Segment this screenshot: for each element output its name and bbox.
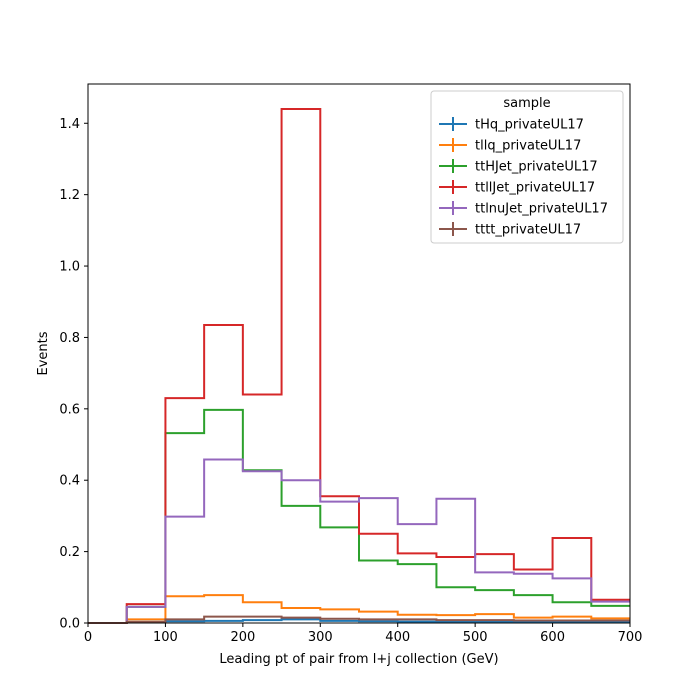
- x-tick-label: 200: [230, 630, 255, 645]
- legend-label-ttllJet_privateUL17: ttllJet_privateUL17: [475, 181, 595, 196]
- legend-label-tllq_privateUL17: tllq_privateUL17: [475, 139, 581, 154]
- y-tick-label: 1.2: [59, 188, 80, 203]
- x-tick-label: 700: [618, 630, 643, 645]
- x-tick-label: 300: [308, 630, 333, 645]
- legend-label-tHq_privateUL17: tHq_privateUL17: [475, 118, 584, 133]
- legend-title: sample: [503, 96, 550, 111]
- x-axis-label: Leading pt of pair from l+j collection (…: [219, 652, 498, 667]
- legend-label-ttlnuJet_privateUL17: ttlnuJet_privateUL17: [475, 202, 608, 217]
- y-tick-label: 0.4: [59, 474, 80, 489]
- y-tick-label: 0.8: [59, 331, 80, 346]
- y-tick-label: 0.2: [59, 545, 80, 560]
- y-tick-label: 0.6: [59, 402, 80, 417]
- y-tick-label: 1.4: [59, 117, 80, 132]
- legend: sample tHq_privateUL17 tllq_privateUL17tt…: [431, 91, 623, 243]
- y-tick-label: 1.0: [59, 260, 80, 275]
- legend-label-ttHJet_privateUL17: ttHJet_privateUL17: [475, 160, 598, 175]
- x-tick-label: 600: [540, 630, 565, 645]
- x-tick-label: 400: [385, 630, 410, 645]
- x-tick-label: 500: [463, 630, 488, 645]
- histogram-chart: 0 100 200 300 400 500 600 700 0.0 0.2 0.4 0.6 0.8 1.…: [0, 0, 700, 700]
- legend-label-tttt_privateUL17: tttt_privateUL17: [475, 223, 581, 238]
- x-tick-label: 0: [84, 630, 92, 645]
- x-tick-label: 100: [153, 630, 178, 645]
- y-axis-label: Events: [36, 331, 51, 375]
- y-tick-label: 0.0: [59, 617, 80, 632]
